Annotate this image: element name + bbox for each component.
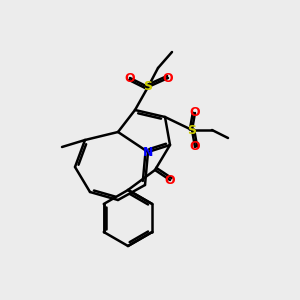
Text: O: O <box>163 71 173 85</box>
Text: S: S <box>143 80 152 94</box>
Text: N: N <box>143 146 153 158</box>
Text: O: O <box>165 173 175 187</box>
Text: O: O <box>125 71 135 85</box>
Text: O: O <box>190 106 200 119</box>
Text: S: S <box>188 124 196 136</box>
Text: O: O <box>190 140 200 154</box>
